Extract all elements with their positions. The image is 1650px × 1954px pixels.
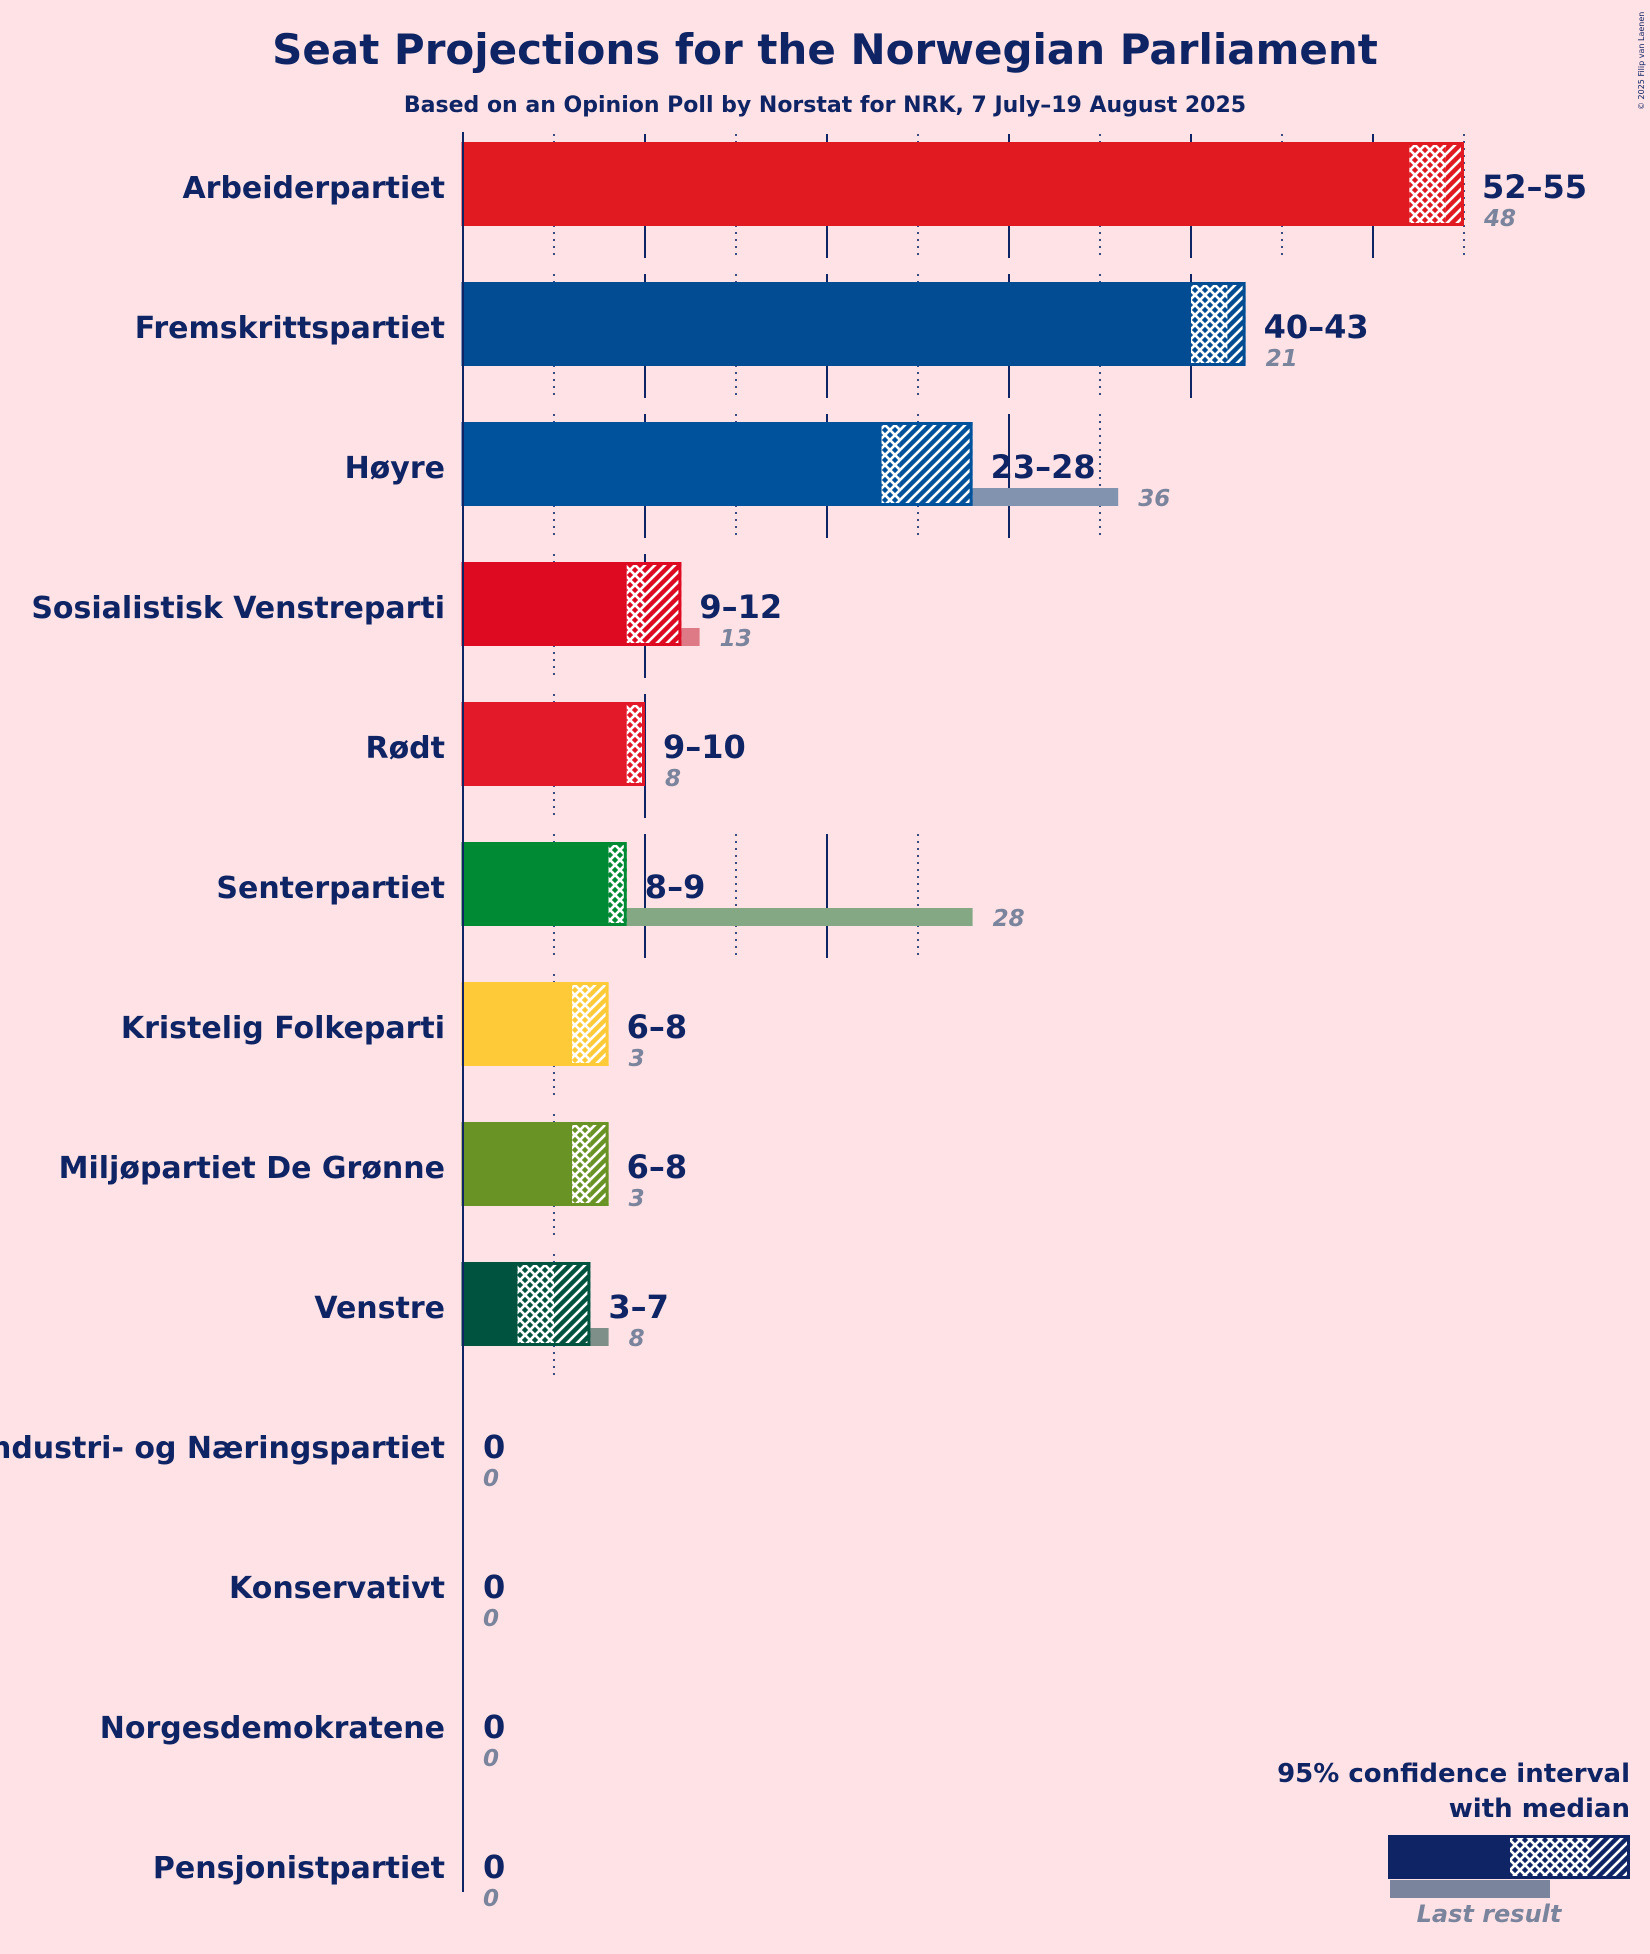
range-label: 6–8 xyxy=(627,1148,688,1186)
confidence-upper-segment xyxy=(1227,282,1246,366)
party-label: Senterpartiet xyxy=(216,871,445,906)
legend-solid-bar xyxy=(1388,1835,1510,1879)
range-label: 0 xyxy=(483,1568,505,1606)
last-result-label: 0 xyxy=(483,1886,499,1912)
legend-title-line2: with median xyxy=(1449,1794,1630,1824)
confidence-upper-segment xyxy=(899,422,973,506)
range-label: 0 xyxy=(483,1848,505,1886)
projection-bar xyxy=(463,842,609,926)
party-label: Konservativt xyxy=(229,1571,445,1606)
confidence-upper-segment xyxy=(1445,142,1464,226)
party-label: Arbeiderpartiet xyxy=(182,171,445,206)
last-result-label: 48 xyxy=(1483,206,1516,232)
party-label: Fremskrittspartiet xyxy=(135,311,445,346)
projection-bar xyxy=(463,1122,573,1206)
confidence-upper-segment xyxy=(590,982,609,1066)
confidence-median-segment xyxy=(517,1262,554,1346)
range-label: 9–10 xyxy=(663,728,746,766)
confidence-median-segment xyxy=(1191,282,1228,366)
confidence-median-segment xyxy=(608,842,627,926)
projection-bar xyxy=(463,142,1410,226)
legend: 95% confidence interval with median Last… xyxy=(1277,1759,1630,1928)
party-label: Industri- og Næringspartiet xyxy=(0,1431,445,1466)
party-label: Venstre xyxy=(314,1291,445,1326)
last-result-label: 28 xyxy=(993,906,1025,932)
legend-median-segment xyxy=(1510,1835,1590,1879)
last-result-label: 0 xyxy=(483,1466,499,1492)
party-label: Sosialistisk Venstreparti xyxy=(31,591,445,626)
last-result-label: 0 xyxy=(483,1746,499,1772)
legend-last-result-bar xyxy=(1390,1880,1550,1898)
projection-bar xyxy=(463,282,1191,366)
legend-outline xyxy=(1388,1835,1630,1879)
last-result-label: 21 xyxy=(1266,346,1298,372)
range-label: 23–28 xyxy=(991,448,1096,486)
confidence-upper-segment xyxy=(554,1262,591,1346)
party-label: Rødt xyxy=(365,731,445,766)
legend-title-line1: 95% confidence interval xyxy=(1277,1759,1630,1789)
projection-bar xyxy=(463,1262,518,1346)
range-label: 52–55 xyxy=(1482,168,1587,206)
party-label: Miljøpartiet De Grønne xyxy=(59,1151,445,1186)
party-label: Kristelig Folkeparti xyxy=(121,1011,445,1046)
confidence-median-segment xyxy=(626,702,645,786)
confidence-upper-segment xyxy=(645,562,682,646)
party-label: Norgesdemokratene xyxy=(100,1711,445,1746)
last-result-label: 8 xyxy=(629,1326,645,1352)
range-label: 40–43 xyxy=(1264,308,1369,346)
range-label: 9–12 xyxy=(699,588,782,626)
last-result-label: 3 xyxy=(629,1186,645,1212)
confidence-median-segment xyxy=(1409,142,1446,226)
projection-bar xyxy=(463,562,627,646)
range-label: 8–9 xyxy=(645,868,706,906)
confidence-median-segment xyxy=(626,562,645,646)
range-label: 6–8 xyxy=(627,1008,688,1046)
credit-text: © 2025 Filip van Laenen xyxy=(1637,12,1646,110)
legend-last-result-label: Last result xyxy=(1417,1900,1563,1928)
party-label: Høyre xyxy=(345,451,445,486)
last-result-label: 3 xyxy=(629,1046,645,1072)
last-result-label: 8 xyxy=(665,766,681,792)
projection-bar xyxy=(463,422,882,506)
confidence-median-segment xyxy=(572,1122,591,1206)
confidence-median-segment xyxy=(881,422,900,506)
projection-bar xyxy=(463,982,573,1066)
last-result-label: 13 xyxy=(720,626,752,652)
party-label: Pensjonistpartiet xyxy=(153,1851,445,1886)
range-label: 0 xyxy=(483,1708,505,1746)
last-result-label: 0 xyxy=(483,1606,499,1632)
last-result-label: 36 xyxy=(1138,486,1170,512)
confidence-upper-segment xyxy=(590,1122,609,1206)
legend-upper-segment xyxy=(1590,1835,1630,1879)
chart-subtitle: Based on an Opinion Poll by Norstat for … xyxy=(404,93,1246,118)
range-label: 0 xyxy=(483,1428,505,1466)
confidence-median-segment xyxy=(572,982,591,1066)
projection-bar xyxy=(463,702,627,786)
chart-title: Seat Projections for the Norwegian Parli… xyxy=(272,25,1378,74)
range-label: 3–7 xyxy=(608,1288,669,1326)
